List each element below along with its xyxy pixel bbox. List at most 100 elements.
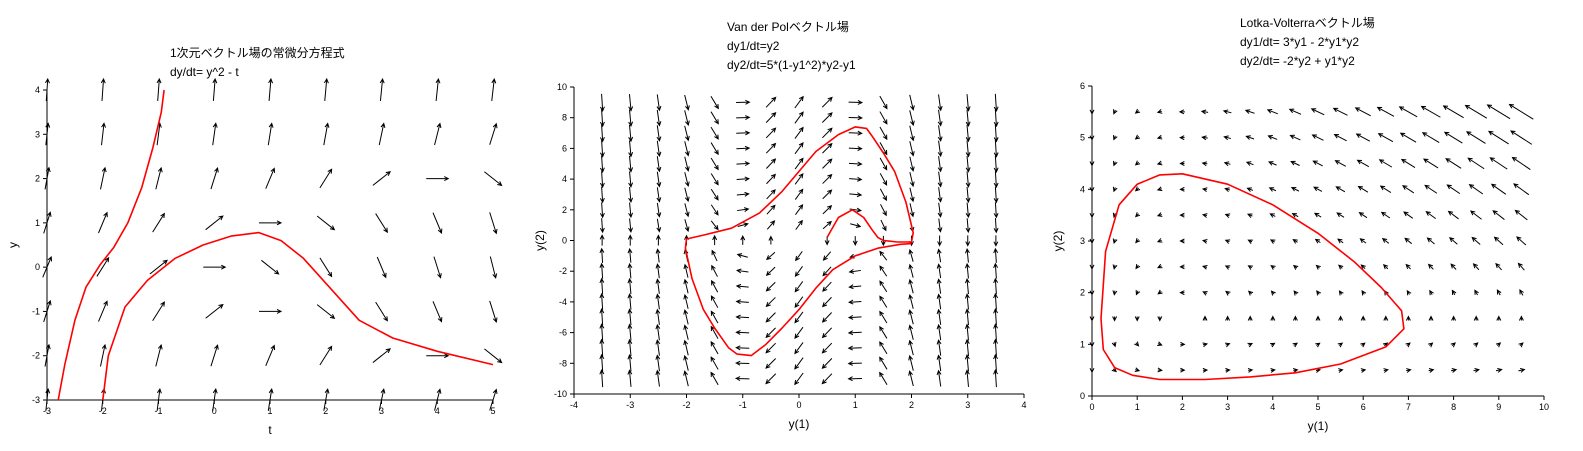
vector-arrow <box>735 283 749 289</box>
vector-arrow <box>1313 212 1322 218</box>
vector-arrow <box>821 327 833 339</box>
vector-arrow <box>434 388 442 411</box>
vector-arrow <box>822 127 833 139</box>
vector-arrow <box>1406 368 1412 373</box>
vector-arrow <box>375 301 388 322</box>
vector-arrow <box>936 248 942 263</box>
y-tick-label: 10 <box>557 82 567 92</box>
x-tick-label: 3 <box>1225 402 1230 412</box>
vector-arrow <box>711 279 719 293</box>
vector-arrow <box>1519 289 1524 296</box>
vector-arrow <box>993 369 999 388</box>
vector-arrow <box>879 295 888 308</box>
vector-arrow <box>212 122 218 146</box>
vector-arrow <box>909 203 915 218</box>
vector-arrow <box>964 323 970 341</box>
chart-3-title-line-1: Lotka-Volterraベクトル場 <box>1240 16 1375 30</box>
vector-arrow <box>850 223 862 228</box>
vector-arrow <box>684 141 690 157</box>
vector-arrow <box>795 251 803 262</box>
chart-3-svg: 0 1 2 3 4 5 6 7 8 9 10 0 1 2 3 4 5 6 y(1) y(2) <box>1051 81 1549 433</box>
vector-arrow <box>1134 134 1141 140</box>
vector-arrow <box>822 173 833 184</box>
vector-arrow <box>908 278 914 294</box>
vector-arrow <box>376 256 387 279</box>
x-tick-label: -3 <box>43 406 51 416</box>
vector-arrow <box>710 356 719 370</box>
vector-arrow <box>1247 342 1253 348</box>
y-tick-label: 6 <box>1080 81 1085 91</box>
vector-arrow <box>736 145 751 151</box>
vector-arrow <box>1360 342 1366 348</box>
vector-arrow <box>1426 237 1435 245</box>
vector-arrow <box>599 353 605 372</box>
y-axis-label: y(2) <box>533 230 547 251</box>
vector-arrow <box>909 172 915 188</box>
vector-arrow <box>1357 185 1369 193</box>
vector-arrow <box>908 248 914 262</box>
vector-arrow <box>993 186 999 204</box>
vector-arrow <box>101 122 107 146</box>
vector-arrow <box>879 157 888 171</box>
vector-arrow <box>683 354 689 371</box>
x-tick-label: 7 <box>1406 402 1411 412</box>
vector-arrow <box>766 189 776 200</box>
vector-arrow <box>1135 263 1141 270</box>
vector-arrow <box>1518 315 1524 321</box>
x-tick-label: 1 <box>1135 402 1140 412</box>
vector-arrow <box>372 348 391 363</box>
vector-arrow <box>1447 210 1459 220</box>
vector-arrow <box>937 187 943 203</box>
vector-arrow <box>1178 109 1185 115</box>
vector-arrow <box>1332 107 1348 116</box>
vector-arrow <box>683 263 689 278</box>
vector-arrow <box>210 167 219 190</box>
vector-arrow <box>794 126 804 139</box>
vector-arrow <box>1112 238 1118 244</box>
vector-arrow <box>849 176 863 182</box>
vector-arrow <box>1378 159 1393 168</box>
vector-arrow <box>847 314 862 320</box>
vector-arrow <box>879 341 888 355</box>
vector-arrow <box>964 338 970 357</box>
vector-arrow <box>1089 135 1095 141</box>
vector-arrow <box>965 218 971 234</box>
vector-arrow <box>267 388 274 411</box>
vector-arrow <box>936 293 942 310</box>
vector-arrow <box>265 344 276 367</box>
vector-arrow <box>794 342 804 355</box>
vector-arrow <box>656 109 662 127</box>
vector-arrow <box>964 277 970 295</box>
vector-arrow <box>712 234 718 246</box>
vector-arrow <box>212 77 218 102</box>
vector-arrow <box>908 324 914 340</box>
vector-arrow <box>908 354 914 371</box>
vector-arrow <box>1423 158 1439 169</box>
vector-arrow <box>1223 161 1231 167</box>
vector-arrow <box>656 140 662 158</box>
vector-arrow <box>909 110 915 127</box>
x-tick-label: 2 <box>323 406 328 416</box>
vector-arrow <box>1315 315 1321 321</box>
vector-arrow <box>484 348 503 364</box>
vector-arrow <box>765 358 777 369</box>
vector-arrow <box>1245 161 1254 166</box>
vector-arrow <box>433 256 442 279</box>
vector-arrow <box>909 187 915 203</box>
vector-arrow <box>684 110 690 127</box>
x-tick-label: 3 <box>379 406 384 416</box>
vector-arrow <box>1111 367 1117 373</box>
vector-arrow <box>489 256 498 279</box>
vector-arrow <box>1223 135 1232 141</box>
vector-arrow <box>710 126 719 140</box>
vector-arrow <box>1179 290 1185 296</box>
vector-arrow <box>848 299 862 305</box>
vector-arrow <box>794 311 804 324</box>
y-tick-label: 5 <box>1080 133 1085 143</box>
x-tick-label: 1 <box>853 400 858 410</box>
vector-arrow <box>1247 315 1253 321</box>
vector-arrow <box>316 215 336 231</box>
vector-arrow <box>655 308 661 325</box>
vector-arrow <box>993 140 999 158</box>
vector-arrow <box>822 220 833 230</box>
